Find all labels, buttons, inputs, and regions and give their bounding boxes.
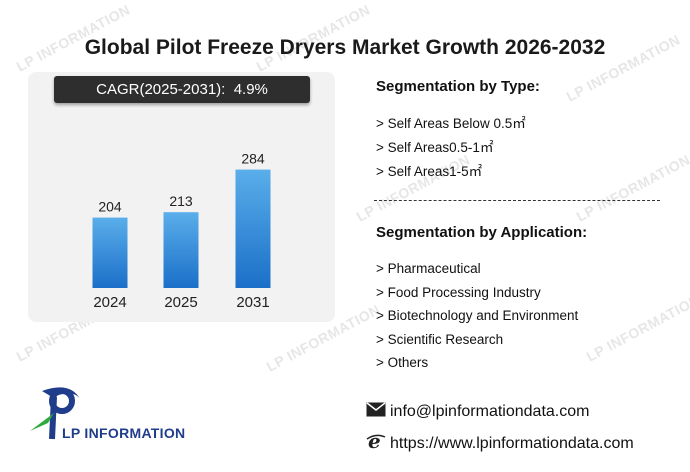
cagr-label: CAGR(2025-2031): <box>96 81 226 98</box>
watermark: LP INFORMATION <box>573 151 690 225</box>
lp-logo-icon <box>30 387 80 440</box>
segmentation-type-heading: Segmentation by Type: <box>376 78 540 95</box>
bar-2025 <box>163 212 199 288</box>
type-item: > Self Areas1-5㎡ <box>376 164 483 179</box>
type-item: > Self Areas0.5-1㎡ <box>376 140 494 155</box>
watermark: LP INFORMATION <box>583 291 690 365</box>
application-item: > Others <box>376 355 429 370</box>
segmentation-application-heading: Segmentation by Application: <box>376 224 588 241</box>
email-link[interactable]: info@lpinformationdata.com <box>390 403 590 420</box>
bar-2031 <box>235 169 271 288</box>
bar-chart: 204 2024 213 2025 284 2031 <box>92 151 271 311</box>
category-label: 2031 <box>236 294 269 311</box>
bar-value-label: 204 <box>98 199 122 215</box>
cagr-badge: CAGR(2025-2031): 4.9% <box>54 76 310 103</box>
application-item: > Pharmaceutical <box>376 261 481 276</box>
svg-text:e: e <box>368 431 381 451</box>
page-title: Global Pilot Freeze Dryers Market Growth… <box>84 36 606 59</box>
browser-e-icon: e <box>366 429 386 456</box>
category-label: 2025 <box>164 294 197 311</box>
bar-value-label: 213 <box>169 193 193 209</box>
bar-value-label: 284 <box>241 151 265 167</box>
category-label: 2024 <box>93 294 126 311</box>
application-item: > Biotechnology and Environment <box>376 308 579 323</box>
application-item: > Food Processing Industry <box>376 285 541 300</box>
envelope-icon <box>366 402 386 422</box>
website-link[interactable]: https://www.lpinformationdata.com <box>390 434 634 452</box>
cagr-value: 4.9% <box>233 81 268 98</box>
contact-website: e https://www.lpinformationdata.com <box>366 429 634 456</box>
type-item: > Self Areas Below 0.5㎡ <box>376 116 526 131</box>
contact-email: info@lpinformationdata.com <box>366 402 589 422</box>
logo-text: LP INFORMATION <box>62 425 186 441</box>
bar-2024 <box>92 217 128 288</box>
section-divider <box>374 200 660 201</box>
application-item: > Scientific Research <box>376 332 504 347</box>
